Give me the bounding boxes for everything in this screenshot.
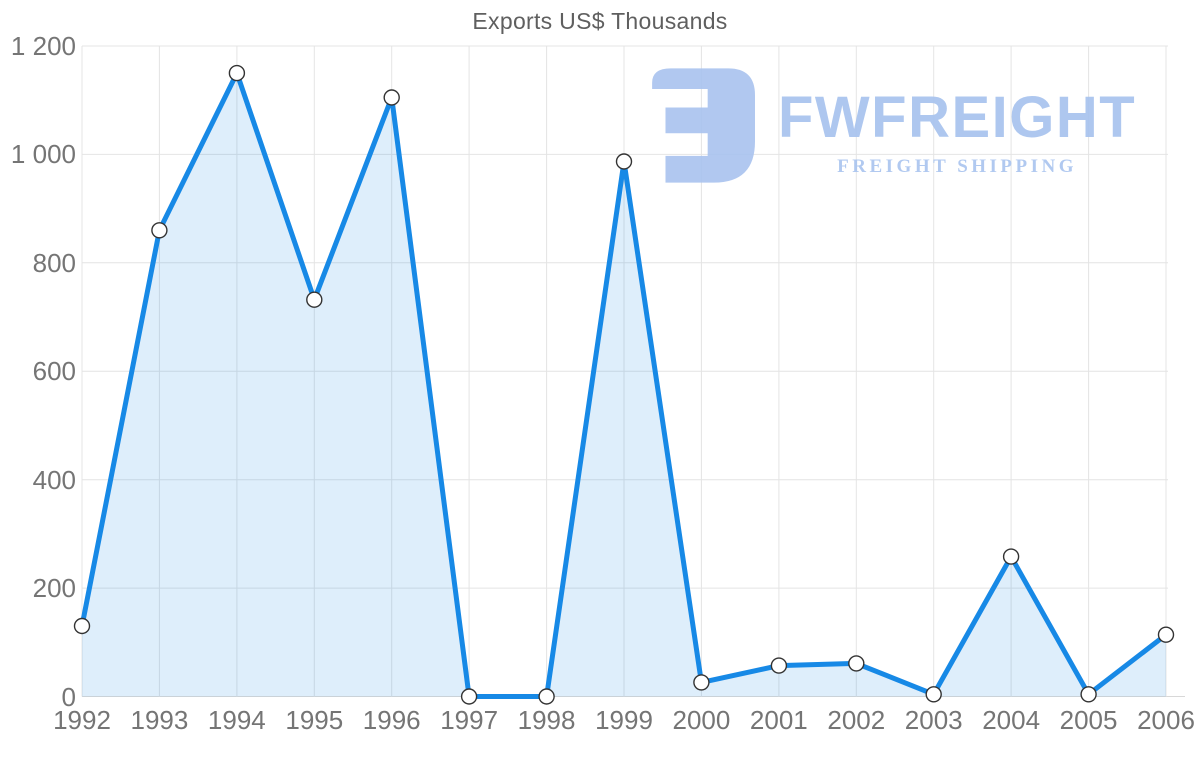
data-point-marker[interactable]	[383, 89, 400, 106]
data-point-marker[interactable]	[151, 222, 168, 239]
chart-title: Exports US$ Thousands	[472, 8, 728, 34]
x-axis-label: 2002	[827, 705, 886, 735]
y-axis-label: 200	[32, 573, 76, 604]
x-axis-label: 1992	[53, 705, 111, 735]
y-axis-label: 0	[61, 681, 76, 712]
x-axis-label: 1996	[362, 705, 421, 735]
area-fill	[82, 73, 1166, 697]
data-point-marker[interactable]	[1002, 548, 1020, 565]
data-point-marker[interactable]	[460, 688, 478, 705]
x-axis-label: 2001	[749, 705, 808, 735]
y-axis-label: 800	[32, 247, 76, 278]
data-point-marker[interactable]	[73, 617, 91, 635]
x-axis-label: 2004	[982, 705, 1041, 735]
x-axis-label: 1997	[440, 705, 499, 735]
data-point-marker[interactable]	[538, 688, 555, 705]
data-point-marker[interactable]	[1080, 686, 1097, 703]
x-axis-label: 1995	[285, 705, 344, 735]
y-axis-label: 600	[32, 356, 76, 387]
data-point-marker[interactable]	[228, 64, 246, 82]
x-axis-label: 2005	[1059, 705, 1118, 735]
y-axis-label: 1 200	[10, 31, 76, 61]
data-point-marker[interactable]	[1157, 626, 1175, 643]
x-axis-label: 1994	[207, 705, 266, 735]
data-point-marker[interactable]	[925, 686, 942, 703]
x-axis-label: 2000	[672, 705, 731, 735]
x-axis-label: 1998	[517, 705, 576, 735]
data-point-marker[interactable]	[615, 153, 633, 170]
y-axis-label: 400	[32, 464, 76, 495]
x-axis-label: 2003	[904, 705, 963, 735]
x-axis-label: 1999	[595, 705, 653, 735]
data-point-marker[interactable]	[306, 291, 323, 308]
x-axis-label: 2006	[1137, 705, 1195, 735]
data-point-marker[interactable]	[848, 655, 865, 672]
data-point-marker[interactable]	[693, 674, 710, 691]
y-axis-label: 1 000	[10, 139, 76, 170]
x-axis-label: 1993	[130, 705, 189, 735]
data-point-marker[interactable]	[770, 657, 788, 674]
